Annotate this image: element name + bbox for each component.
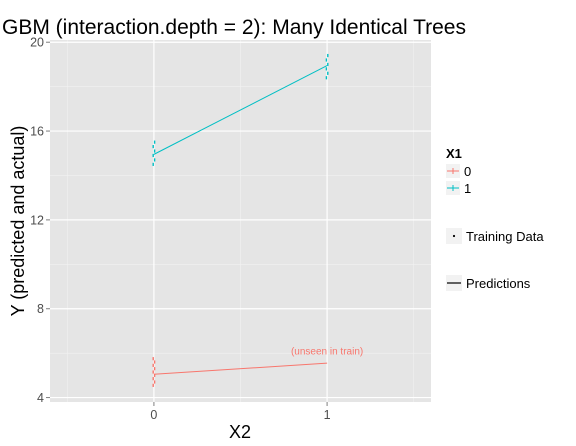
y-tick-label: 16 — [30, 125, 44, 139]
legend-label-predictions: Predictions — [466, 276, 531, 291]
legend: X1 0 1 Training Data Predictions — [446, 146, 544, 291]
legend-title: X1 — [446, 146, 462, 161]
legend-label-series-0: 0 — [464, 164, 471, 179]
y-axis-title: Y (predicted and actual) — [8, 126, 28, 317]
prediction-line-series-1 — [153, 65, 328, 155]
axis-ticks: 4 8 12 16 20 0 1 — [30, 36, 331, 422]
prediction-line-series-0 — [153, 362, 328, 375]
y-tick-label: 12 — [30, 213, 44, 227]
legend-key-series-1 — [446, 181, 460, 195]
legend-key-predictions — [446, 275, 462, 291]
legend-key-series-0 — [446, 164, 460, 178]
legend-key-training-data — [446, 228, 462, 244]
x-tick-label: 0 — [150, 408, 157, 422]
y-tick-label: 4 — [37, 391, 44, 405]
legend-label-training-data: Training Data — [466, 229, 544, 244]
y-tick-label: 8 — [37, 302, 44, 316]
grid-lines — [50, 40, 431, 402]
data-marks: (unseen in train) — [152, 53, 363, 387]
annotation-0: (unseen in train) — [291, 346, 363, 357]
legend-label-series-1: 1 — [464, 181, 471, 196]
x-axis-title: X2 — [229, 422, 251, 442]
x-tick-label: 1 — [324, 408, 331, 422]
chart-title: GBM (interaction.depth = 2): Many Identi… — [2, 16, 466, 39]
y-tick-label: 20 — [30, 36, 44, 50]
